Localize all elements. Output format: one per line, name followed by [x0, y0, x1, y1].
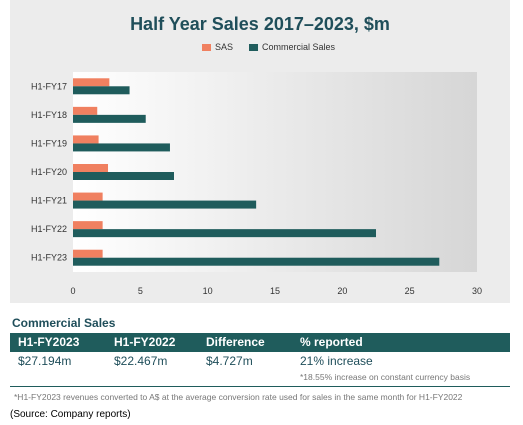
header-difference: Difference [206, 335, 265, 349]
bar-chart: SAS Commercial Sales 0 5 10 15 20 25 30 H1-FY17 H1… [31, 42, 482, 296]
source-note: (Source: Company reports) [10, 409, 131, 420]
value-h1-fy2022: $22.467m [114, 354, 168, 368]
commercial-sales-bar [73, 143, 170, 152]
sas-bar [73, 106, 98, 115]
header-h1-fy2022: H1-FY2022 [114, 335, 176, 349]
commercial-sales-bar [73, 200, 257, 209]
value-percent-reported: 21% increase [300, 354, 373, 368]
legend-swatch-commercial-sales [249, 44, 259, 51]
header-percent-reported: % reported [300, 335, 363, 349]
x-tick-label: 5 [138, 286, 143, 296]
value-difference: $4.727m [206, 354, 253, 368]
sas-bar [73, 192, 103, 201]
x-tick-label: 15 [270, 286, 280, 296]
commercial-sales-bar [73, 86, 130, 95]
y-tick-label: H1-FY20 [31, 167, 67, 177]
y-tick-label: H1-FY17 [31, 81, 67, 91]
legend-label-commercial-sales: Commercial Sales [262, 42, 336, 52]
commercial-sales-bar [73, 257, 440, 266]
y-tick-label: H1-FY19 [31, 138, 67, 148]
constant-currency-note: *18.55% increase on constant currency ba… [300, 372, 471, 382]
y-tick-label: H1-FY23 [31, 253, 67, 263]
header-h1-fy2023: H1-FY2023 [18, 335, 80, 349]
x-tick-label: 30 [472, 286, 482, 296]
x-tick-label: 10 [203, 286, 213, 296]
sas-bar [73, 135, 99, 144]
chart-title: Half Year Sales 2017–2023, $m [130, 14, 390, 34]
table-header: H1-FY2023 H1-FY2022 Difference % reporte… [10, 333, 510, 352]
footnote: *H1-FY2023 revenues converted to A$ at t… [14, 392, 463, 402]
sas-bar [73, 221, 103, 230]
sas-bar [73, 78, 110, 87]
commercial-sales-bar [73, 229, 376, 238]
sas-bar [73, 164, 109, 172]
y-tick-label: H1-FY21 [31, 196, 67, 206]
value-h1-fy2023: $27.194m [18, 354, 72, 368]
x-tick-label: 20 [337, 286, 347, 296]
table-divider [10, 386, 510, 387]
x-tick-label: 0 [70, 286, 75, 296]
commercial-sales-bar [73, 172, 174, 180]
legend-swatch-sas [202, 44, 211, 51]
commercial-sales-bar [73, 114, 146, 123]
y-tick-label: H1-FY18 [31, 110, 67, 120]
legend-label-sas: SAS [215, 42, 233, 52]
y-tick-label: H1-FY22 [31, 224, 67, 234]
x-tick-label: 25 [405, 286, 415, 296]
sas-bar [73, 249, 103, 258]
table-title: Commercial Sales [12, 316, 116, 330]
chart-panel: Half Year Sales 2017–2023, $m SAS Commerc… [10, 0, 510, 303]
